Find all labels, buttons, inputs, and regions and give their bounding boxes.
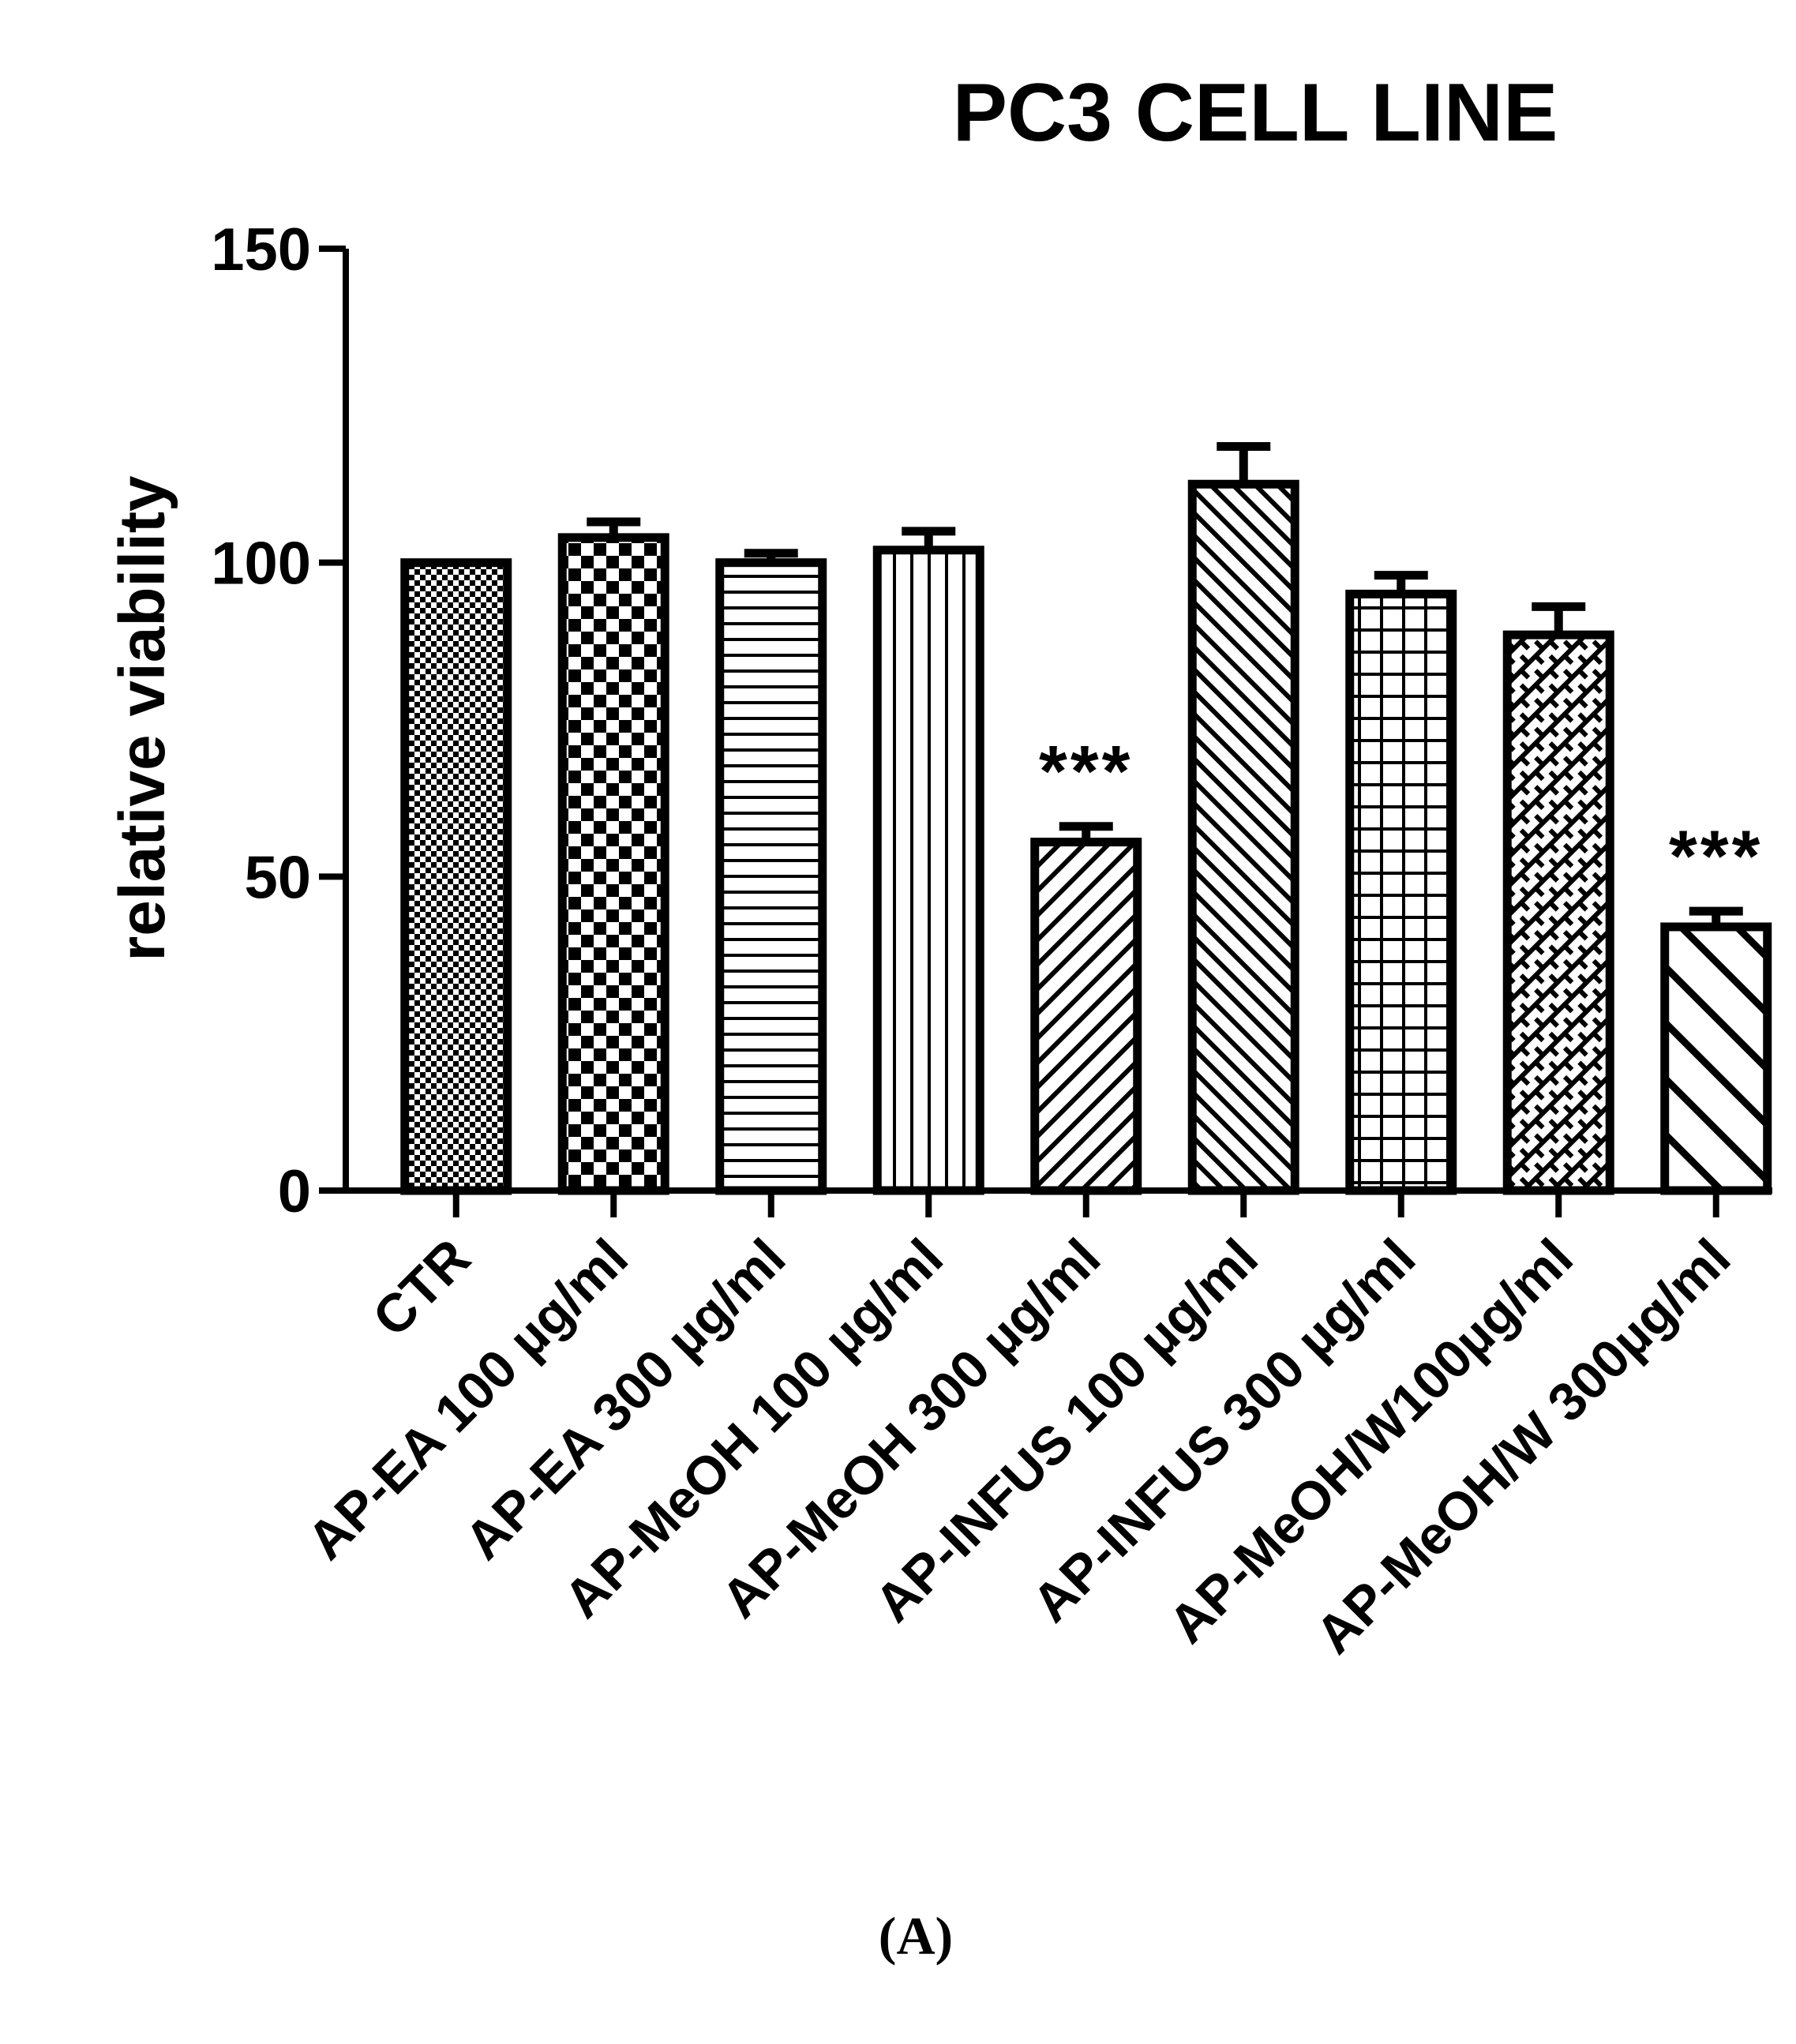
bar [1660, 922, 1772, 1195]
panel-label: (A) [879, 1906, 953, 1966]
bars [400, 442, 1772, 1195]
x-tick-label: CTR [362, 1228, 482, 1348]
y-tick-label: 100 [211, 531, 311, 598]
bar [872, 546, 984, 1195]
bar [715, 558, 827, 1195]
significance-marker: *** [1669, 816, 1763, 897]
bar [557, 533, 669, 1195]
bar [1030, 838, 1142, 1195]
y-tick-label: 0 [278, 1158, 311, 1225]
y-axis: 0 50 100 150 [211, 216, 349, 1225]
bar [1187, 479, 1299, 1195]
y-tick-label: 150 [211, 216, 311, 283]
bar [1345, 589, 1457, 1195]
chart-title: PC3 CELL LINE [953, 67, 1558, 159]
y-tick-label: 50 [244, 844, 311, 911]
bar [1502, 630, 1614, 1195]
y-axis-label: relative viability [107, 475, 178, 962]
significance-annotations: *** *** [1039, 732, 1763, 897]
bar [400, 558, 512, 1195]
significance-marker: *** [1039, 732, 1133, 812]
